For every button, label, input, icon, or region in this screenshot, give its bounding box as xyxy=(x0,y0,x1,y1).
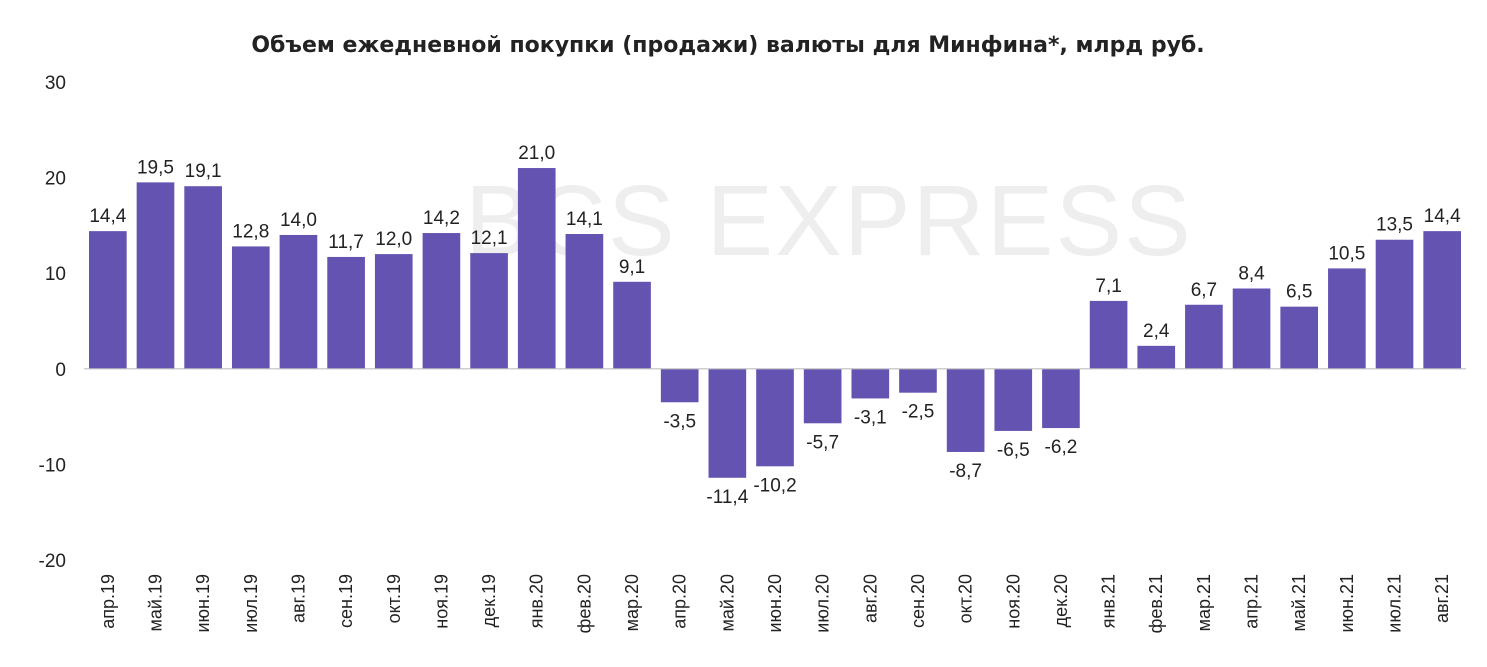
data-label: 11,7 xyxy=(328,232,364,253)
x-tick-label: май.20 xyxy=(717,574,737,631)
x-axis: апр.19 май.19 июн.19 июл.19 авг.19 сен.19 окт.… xyxy=(84,368,1466,633)
y-tick-label: -20 xyxy=(39,551,66,572)
bar xyxy=(470,253,508,369)
data-labels: 14,4 19,5 19,1 12,8 14,0 11,7 12,0 14,2 12,1 21,0… xyxy=(89,143,1461,508)
bar xyxy=(279,234,318,369)
y-tick-label: 10 xyxy=(45,264,66,285)
bar xyxy=(422,233,461,369)
bar xyxy=(374,254,413,369)
x-tick-label: авг.19 xyxy=(288,574,308,623)
data-label: 2,4 xyxy=(1143,321,1170,342)
data-label: -8,7 xyxy=(949,461,982,482)
x-tick-label: окт.19 xyxy=(384,574,404,623)
bar xyxy=(1137,345,1176,369)
x-tick-label: июн.19 xyxy=(193,574,213,633)
data-label: 14,4 xyxy=(89,206,126,227)
x-tick-label: сен.20 xyxy=(908,574,928,628)
data-label: 14,2 xyxy=(423,208,460,229)
data-label: 19,5 xyxy=(137,157,174,178)
data-label: 13,5 xyxy=(1376,215,1413,236)
x-tick-label: авг.21 xyxy=(1432,574,1452,623)
bar xyxy=(660,368,699,403)
bar xyxy=(89,231,127,369)
y-tick-label: -10 xyxy=(39,455,66,476)
x-tick-label: ноя.20 xyxy=(1003,574,1023,629)
bar xyxy=(565,234,604,369)
x-tick-label: дек.20 xyxy=(1051,574,1071,627)
bar xyxy=(517,168,556,369)
data-label: 7,1 xyxy=(1095,276,1121,297)
data-label: 14,4 xyxy=(1424,206,1461,227)
bar xyxy=(708,368,747,478)
bar xyxy=(994,368,1033,431)
bar xyxy=(1423,231,1461,369)
bar xyxy=(1089,300,1128,369)
data-label: 12,0 xyxy=(375,229,412,250)
data-label: 6,5 xyxy=(1286,282,1312,303)
y-tick-label: 20 xyxy=(45,169,66,190)
data-label: -3,1 xyxy=(854,407,887,428)
x-tick-label: июл.19 xyxy=(241,574,261,633)
bar xyxy=(327,256,365,369)
bar xyxy=(231,246,270,369)
x-tick-label: окт.20 xyxy=(956,574,976,623)
data-label: 9,1 xyxy=(619,257,645,278)
x-tick-label: фев.20 xyxy=(574,574,594,633)
data-label: 21,0 xyxy=(518,143,555,164)
data-label: -5,7 xyxy=(806,432,839,453)
x-tick-label: июл.21 xyxy=(1385,574,1405,633)
data-label: 14,0 xyxy=(280,210,317,231)
x-tick-label: май.19 xyxy=(145,574,165,631)
data-label: -10,2 xyxy=(753,475,796,496)
bar xyxy=(1232,288,1271,369)
bar xyxy=(1328,268,1366,369)
x-tick-label: апр.20 xyxy=(670,574,690,629)
data-label: 12,1 xyxy=(471,228,508,249)
bar xyxy=(184,186,222,369)
x-tick-label: май.21 xyxy=(1289,574,1309,631)
data-label: -6,2 xyxy=(1045,437,1078,458)
data-label: -2,5 xyxy=(902,402,935,423)
bar xyxy=(1185,304,1223,369)
x-tick-label: дек.19 xyxy=(479,574,499,627)
data-label: -11,4 xyxy=(706,487,748,508)
x-tick-label: июн.20 xyxy=(765,574,785,633)
x-tick-label: авг.20 xyxy=(860,574,880,623)
x-tick-label: янв.21 xyxy=(1099,574,1119,628)
data-label: 12,8 xyxy=(232,221,269,242)
bar xyxy=(946,368,985,452)
x-tick-label: июл.20 xyxy=(813,574,833,633)
chart-title: Объем ежедневной покупки (продажи) валют… xyxy=(251,33,1204,58)
bar xyxy=(1375,239,1414,369)
bars xyxy=(89,168,1461,478)
x-tick-label: мар.21 xyxy=(1194,574,1214,631)
x-tick-label: сен.19 xyxy=(336,574,356,628)
x-tick-label: янв.20 xyxy=(527,574,547,628)
data-label: 8,4 xyxy=(1238,264,1265,285)
bar xyxy=(756,368,794,467)
bar xyxy=(136,182,175,369)
x-tick-label: апр.21 xyxy=(1242,574,1262,629)
x-tick-label: мар.20 xyxy=(622,574,642,631)
y-tick-label: 0 xyxy=(55,360,66,381)
bar xyxy=(899,368,937,393)
bar xyxy=(613,281,651,369)
data-label: -3,5 xyxy=(663,411,696,432)
y-tick-label: 30 xyxy=(45,73,66,94)
data-label: 10,5 xyxy=(1328,243,1365,264)
data-label: 19,1 xyxy=(185,161,222,182)
bar xyxy=(803,368,842,424)
data-label: 14,1 xyxy=(566,209,603,230)
bar xyxy=(1280,306,1319,369)
data-label: -6,5 xyxy=(997,440,1030,461)
x-tick-label: апр.19 xyxy=(98,574,118,629)
x-tick-label: ноя.19 xyxy=(431,574,451,629)
x-tick-label: июн.21 xyxy=(1337,574,1357,633)
bar xyxy=(1042,368,1080,429)
y-axis: 30 20 10 0 -10 -20 xyxy=(39,73,66,572)
x-tick-label: фев.21 xyxy=(1146,574,1166,633)
data-label: 6,7 xyxy=(1191,280,1217,301)
bar xyxy=(851,368,890,399)
